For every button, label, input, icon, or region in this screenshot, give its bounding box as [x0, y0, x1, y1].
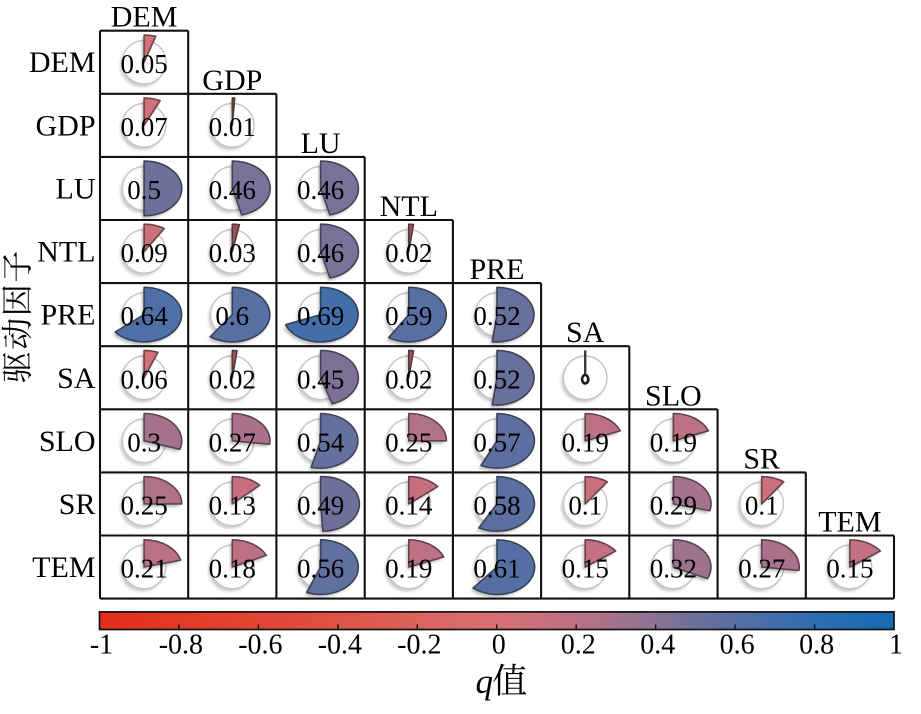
svg-text:-0.6: -0.6	[238, 630, 282, 661]
svg-text:0.02: 0.02	[385, 364, 432, 394]
svg-text:0.54: 0.54	[297, 427, 345, 457]
svg-text:0.3: 0.3	[127, 427, 161, 457]
svg-text:0.1: 0.1	[745, 491, 779, 521]
svg-text:0.01: 0.01	[209, 112, 256, 142]
svg-text:-0.4: -0.4	[318, 630, 362, 661]
svg-text:q: q	[476, 662, 494, 701]
svg-text:GDP: GDP	[202, 64, 262, 97]
svg-text:0.69: 0.69	[297, 301, 344, 331]
svg-text:0.05: 0.05	[120, 49, 167, 79]
svg-text:0.15: 0.15	[562, 554, 609, 584]
svg-text:0.19: 0.19	[650, 427, 697, 457]
svg-text:1: 1	[889, 630, 903, 661]
svg-text:0.29: 0.29	[650, 491, 697, 521]
svg-text:DEM: DEM	[111, 1, 178, 34]
svg-text:0.14: 0.14	[385, 491, 433, 521]
svg-text:SA: SA	[566, 316, 605, 349]
svg-text:0.4: 0.4	[640, 630, 675, 661]
svg-text:0.49: 0.49	[297, 491, 344, 521]
svg-text:0.8: 0.8	[799, 630, 834, 661]
svg-text:0.27: 0.27	[209, 427, 256, 457]
svg-text:-0.2: -0.2	[397, 630, 441, 661]
svg-text:PRE: PRE	[40, 299, 95, 332]
svg-text:0.46: 0.46	[209, 175, 256, 205]
svg-text:0.2: 0.2	[561, 630, 596, 661]
svg-text:0.27: 0.27	[738, 554, 785, 584]
svg-text:0.21: 0.21	[120, 554, 167, 584]
svg-text:0.25: 0.25	[385, 427, 432, 457]
svg-text:SR: SR	[743, 442, 780, 475]
svg-text:SA: SA	[57, 362, 96, 395]
svg-text:LU: LU	[56, 172, 96, 205]
svg-text:0.46: 0.46	[297, 238, 344, 268]
svg-text:DEM: DEM	[29, 46, 96, 79]
svg-text:0.57: 0.57	[473, 427, 520, 457]
svg-text:0.46: 0.46	[297, 175, 344, 205]
svg-text:0.5: 0.5	[127, 175, 161, 205]
svg-text:0.02: 0.02	[209, 364, 256, 394]
svg-text:SLO: SLO	[39, 425, 96, 458]
svg-text:NTL: NTL	[380, 190, 438, 223]
svg-text:0.59: 0.59	[385, 301, 432, 331]
svg-text:LU: LU	[301, 127, 341, 160]
svg-text:0.18: 0.18	[209, 554, 256, 584]
svg-text:0.25: 0.25	[120, 491, 167, 521]
svg-text:0.58: 0.58	[473, 491, 520, 521]
svg-text:0.19: 0.19	[385, 554, 432, 584]
svg-text:0.03: 0.03	[209, 238, 256, 268]
svg-text:-0.8: -0.8	[159, 630, 203, 661]
svg-text:0.19: 0.19	[562, 427, 609, 457]
svg-text:GDP: GDP	[35, 109, 95, 142]
svg-text:TEM: TEM	[32, 551, 95, 584]
svg-text:0.32: 0.32	[650, 554, 697, 584]
svg-text:SR: SR	[59, 488, 96, 521]
svg-text:0.6: 0.6	[215, 301, 249, 331]
svg-text:0.06: 0.06	[120, 364, 167, 394]
svg-text:0.6: 0.6	[720, 630, 755, 661]
svg-text:TEM: TEM	[818, 506, 881, 539]
svg-text:0.45: 0.45	[297, 364, 344, 394]
svg-text:0.56: 0.56	[297, 554, 344, 584]
svg-text:0.15: 0.15	[826, 554, 873, 584]
svg-text:NTL: NTL	[37, 236, 95, 269]
svg-text:0.52: 0.52	[473, 301, 520, 331]
svg-text:0.1: 0.1	[568, 491, 602, 521]
svg-text:SLO: SLO	[645, 379, 702, 412]
svg-text:0.61: 0.61	[473, 554, 520, 584]
svg-text:0.02: 0.02	[385, 238, 432, 268]
svg-text:0.09: 0.09	[120, 238, 167, 268]
svg-text:-1: -1	[90, 630, 113, 661]
svg-text:0.64: 0.64	[120, 301, 168, 331]
svg-text:0.52: 0.52	[473, 364, 520, 394]
svg-text:0: 0	[492, 630, 506, 661]
svg-text:0.07: 0.07	[120, 112, 167, 142]
svg-text:PRE: PRE	[469, 253, 524, 286]
svg-text:0.13: 0.13	[209, 491, 256, 521]
